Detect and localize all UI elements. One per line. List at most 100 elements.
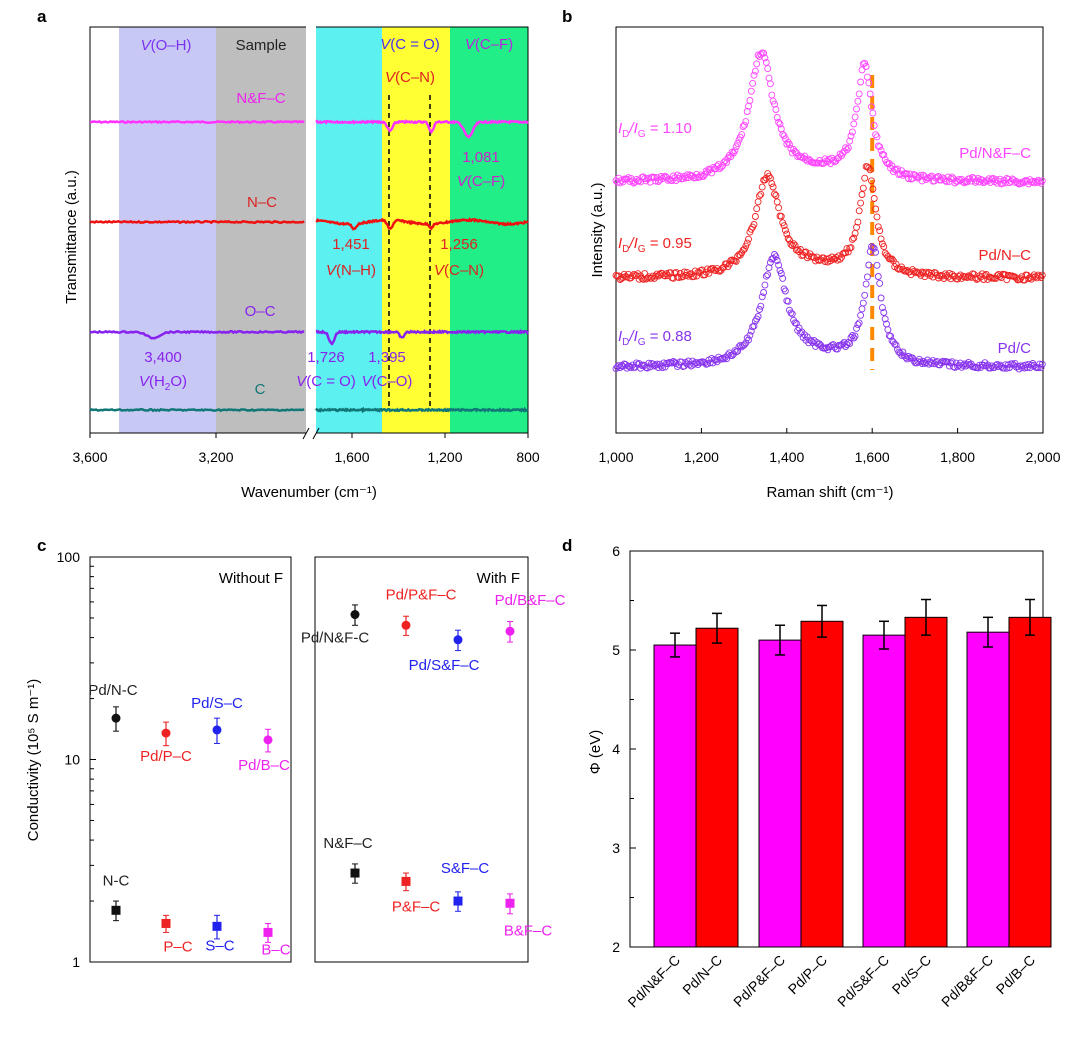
x-category-label: Pd/B–C: [993, 952, 1038, 997]
raman-point: [858, 191, 866, 198]
region-band: [382, 27, 450, 433]
ftir-curve-N&F–C: [89, 119, 305, 125]
raman-point: [769, 183, 777, 191]
x-category-label: Pd/N&F–C: [624, 952, 683, 1011]
axis-break-mark: [312, 427, 320, 440]
raman-point: [846, 137, 854, 145]
raman-point: [780, 222, 788, 230]
raman-point: [857, 78, 865, 86]
ftir-curve-O–C: [315, 328, 530, 346]
raman-point: [783, 230, 791, 238]
raman-point: [762, 58, 770, 66]
raman-point: [768, 180, 776, 188]
region-band: [450, 27, 528, 433]
y-axis-label: Conductivity (10⁵ S m⁻¹): [25, 679, 42, 842]
x-tick-label: 800: [516, 449, 540, 465]
raman-point: [971, 274, 979, 282]
raman-point: [881, 315, 889, 323]
raman-point: [777, 212, 785, 220]
point-label: Pd/B–C: [238, 757, 290, 774]
series-label: C: [255, 381, 266, 398]
series-label: N&F–C: [236, 90, 285, 107]
raman-point: [652, 177, 660, 185]
raman-point: [754, 313, 762, 320]
raman-point: [869, 185, 877, 193]
work-function-bar: [1008, 616, 1052, 948]
ftir-curve-N&F–C: [315, 119, 529, 139]
raman-point: [786, 236, 793, 244]
raman-point: [775, 204, 783, 212]
raman-point: [859, 299, 867, 307]
raman-point: [873, 213, 881, 221]
peak-annotation-value: 1,256: [440, 236, 478, 253]
raman-point: [843, 146, 851, 154]
subpanel-title: Without F: [219, 570, 283, 587]
raman-point: [839, 149, 847, 157]
region-label: V(C = O): [380, 36, 440, 53]
x-category-label: Pd/N–C: [679, 952, 725, 998]
point-label: S&F–C: [441, 860, 490, 877]
raman-point: [736, 341, 744, 349]
peak-annotation-value: 1,726: [307, 349, 345, 366]
raman-point: [854, 97, 862, 105]
point-label: Pd/N-C: [88, 682, 137, 699]
raman-point: [731, 347, 739, 355]
y-axis-label: Transmittance (a.u.): [63, 170, 80, 304]
conductivity-point-circle: [263, 735, 273, 745]
raman-point: [898, 351, 906, 359]
raman-point: [947, 175, 955, 183]
work-function-bar: [758, 639, 802, 948]
raman-point: [903, 170, 911, 178]
raman-point: [855, 319, 863, 327]
x-tick-label: 1,800: [940, 449, 975, 465]
raman-point: [861, 59, 869, 67]
panel-d-letter: d: [562, 536, 572, 555]
raman-point: [691, 174, 699, 182]
raman-point: [847, 334, 855, 341]
raman-point: [775, 118, 783, 126]
conductivity-point-square: [505, 898, 515, 908]
point-label: B&F–C: [504, 922, 553, 939]
raman-point: [865, 79, 873, 87]
x-tick-label: 2,000: [1025, 449, 1060, 465]
raman-point: [877, 294, 885, 302]
panel-a-ftir: V(O–H) Sample V(C = O) V(C–N) V(C–F) N&F–C N–C…: [63, 26, 540, 501]
conductivity-point-circle: [401, 620, 411, 630]
raman-point: [750, 71, 758, 79]
raman-point: [892, 341, 900, 349]
raman-point: [781, 287, 789, 295]
axis-break-mark: [302, 427, 310, 440]
raman-point: [880, 151, 888, 159]
raman-point: [865, 261, 873, 269]
id-ig-ratio-label: ID/IG = 1.10: [618, 120, 692, 140]
raman-point: [784, 297, 792, 305]
raman-point: [731, 147, 739, 155]
panel-b-letter: b: [562, 7, 572, 26]
ftir-curve-C: [89, 407, 305, 413]
plot-frame: [615, 26, 1044, 434]
raman-point: [873, 261, 881, 269]
raman-point: [664, 176, 672, 184]
raman-point: [880, 243, 888, 251]
raman-point: [769, 97, 777, 105]
raman-point: [668, 359, 676, 367]
work-function-bar: [653, 644, 697, 948]
point-label: Pd/P–C: [140, 748, 192, 765]
x-category-label: Pd/B&F–C: [938, 952, 996, 1010]
raman-point: [738, 131, 746, 139]
raman-point: [747, 87, 755, 95]
raman-point: [779, 130, 787, 138]
raman-point: [613, 363, 621, 371]
raman-point: [680, 268, 688, 276]
x-category-label: Pd/S–C: [889, 952, 934, 997]
raman-point: [745, 336, 752, 344]
raman-point: [959, 272, 967, 280]
raman-point: [650, 174, 658, 181]
x-tick-label: 1,200: [684, 449, 719, 465]
conductivity-point-square: [212, 921, 222, 931]
raman-point: [872, 131, 880, 139]
raman-point: [850, 120, 858, 128]
raman-point: [1036, 360, 1044, 368]
point-label: N&F–C: [323, 835, 372, 852]
peak-annotation-label: V(N–H): [326, 262, 376, 279]
